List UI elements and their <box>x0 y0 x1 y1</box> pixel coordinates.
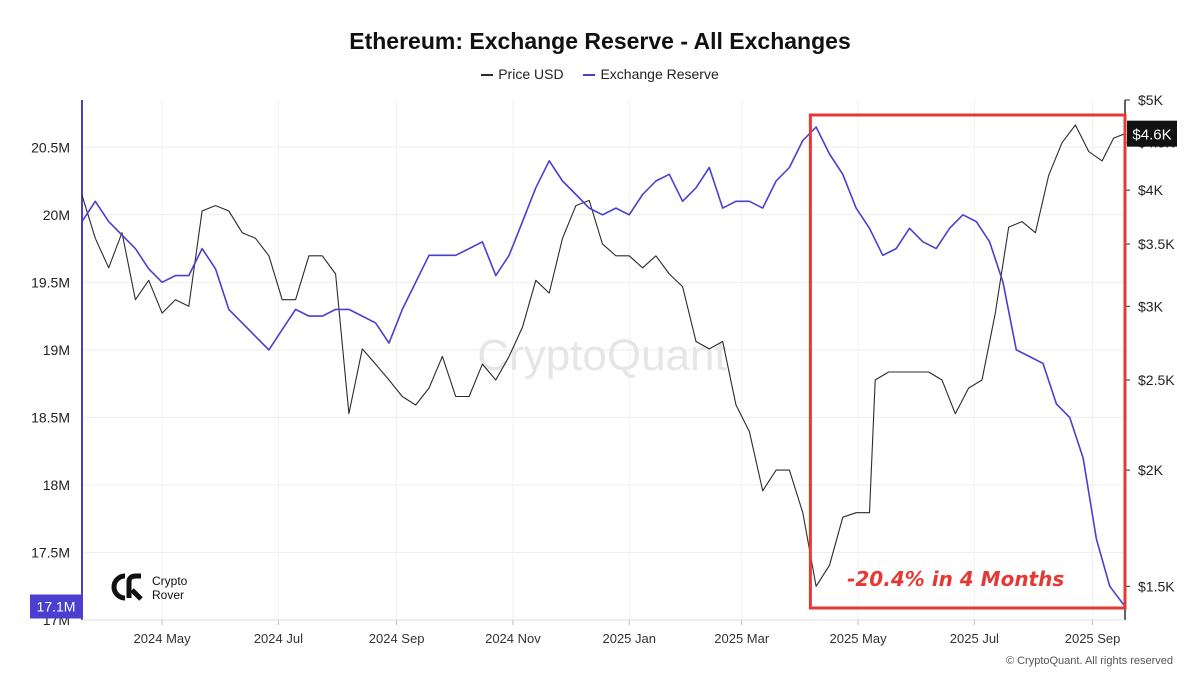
legend-swatch-price <box>481 74 494 77</box>
y-right-tick-label: $5K <box>1138 92 1164 108</box>
current-reserve-badge <box>30 594 82 619</box>
brand-text: Crypto Rover <box>152 574 187 602</box>
series-line-exchange-reserve <box>81 126 1126 607</box>
legend-label-price: Price USD <box>498 66 564 82</box>
series-layer <box>81 124 1126 607</box>
legend-label-reserve: Exchange Reserve <box>600 66 719 82</box>
y-left-tick-label: 20M <box>43 207 70 223</box>
annotation-layer: -20.4% in 4 Months <box>808 113 1127 610</box>
y-left-tick-label: 20.5M <box>31 139 70 155</box>
y-left-tick-label: 17.5M <box>31 544 70 560</box>
legend-swatch-reserve <box>583 74 596 77</box>
x-tick-label: 2024 Sep <box>369 631 425 646</box>
series-line-price-usd <box>81 124 1126 587</box>
y-right-tick-label: $1.5K <box>1138 578 1175 594</box>
annotation-text: -20.4% in 4 Months <box>847 567 1064 591</box>
current-price-badge <box>1127 120 1177 147</box>
y-right-tick-label: $4K <box>1138 182 1164 198</box>
x-tick-label: 2025 Mar <box>714 631 770 646</box>
y-right-tick-label: $2.5K <box>1138 372 1175 388</box>
x-tick-label: 2024 Jul <box>254 631 303 646</box>
legend-item-reserve[interactable]: Exchange Reserve <box>583 66 719 82</box>
brand-line1: Crypto <box>152 574 188 588</box>
copyright-notice: © CryptoQuant. All rights reserved <box>1005 655 1173 667</box>
x-tick-label: 2025 Jan <box>602 631 656 646</box>
annotation-box <box>808 113 1127 610</box>
x-tick-label: 2025 Sep <box>1065 631 1121 646</box>
x-tick-label: 2024 Nov <box>485 631 541 646</box>
y-left-tick-label: 18M <box>43 477 70 493</box>
x-tick-label: 2025 Jul <box>950 631 999 646</box>
x-tick-label: 2024 May <box>134 631 192 646</box>
y-right-tick-label: $3K <box>1138 298 1164 314</box>
y-left-tick-label: 19M <box>43 342 70 358</box>
crypto-rover-logo-icon <box>111 573 143 601</box>
legend-item-price[interactable]: Price USD <box>481 66 564 82</box>
y-left-tick-label: 18.5M <box>31 409 70 425</box>
y-right-tick-label: $2K <box>1138 462 1164 478</box>
current-reserve-badge-label: 17.1M <box>37 598 76 614</box>
y-left-tick-label: 19.5M <box>31 274 70 290</box>
x-tick-label: 2025 May <box>830 631 888 646</box>
legend: Price USD Exchange Reserve <box>0 66 1200 82</box>
watermark: CryptoQuant <box>477 331 726 380</box>
current-price-badge-label: $4.6K <box>1132 127 1171 144</box>
chart-title: Ethereum: Exchange Reserve - All Exchang… <box>349 28 851 54</box>
y-right-tick-label: $3.5K <box>1138 236 1175 252</box>
brand-line2: Rover <box>152 588 185 602</box>
